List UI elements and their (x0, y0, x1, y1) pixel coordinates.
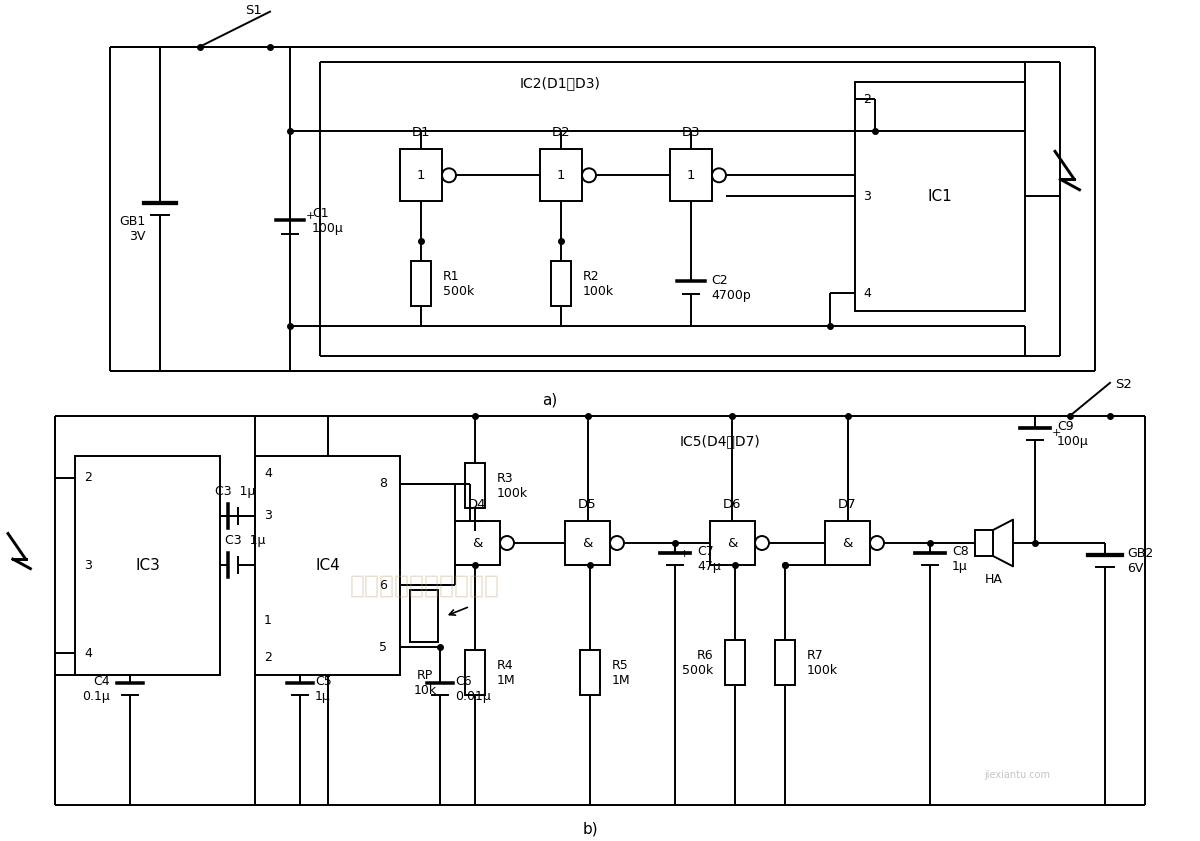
Bar (826, 521, 870, 565)
Bar (400, 150, 442, 201)
Text: R3
100k: R3 100k (497, 472, 528, 500)
Bar (254, 456, 400, 675)
Text: 2: 2 (264, 651, 272, 664)
Text: D2: D2 (552, 126, 570, 140)
Text: RP
10k: RP 10k (414, 669, 437, 697)
Bar (551, 261, 571, 306)
Text: R2
100k: R2 100k (583, 270, 614, 298)
Text: D1: D1 (412, 126, 431, 140)
Text: IC1: IC1 (928, 188, 953, 204)
Text: D3: D3 (682, 126, 701, 140)
Text: b): b) (582, 822, 598, 837)
Text: 5: 5 (379, 641, 386, 653)
Text: 1: 1 (264, 614, 272, 627)
Text: 4: 4 (863, 287, 871, 299)
Text: 2: 2 (863, 93, 871, 106)
Text: D6: D6 (724, 498, 742, 510)
Text: R7
100k: R7 100k (808, 649, 838, 677)
Text: &: & (473, 537, 482, 549)
Text: IC5(D4～D7): IC5(D4～D7) (680, 434, 761, 447)
Text: +: + (305, 211, 314, 220)
Text: 4: 4 (264, 467, 272, 480)
Bar (725, 640, 745, 685)
Text: R5
1M: R5 1M (612, 659, 631, 687)
Text: &: & (582, 537, 593, 549)
Text: 1: 1 (557, 169, 565, 182)
Text: C6
0.01μ: C6 0.01μ (455, 675, 491, 703)
Text: C8
1μ: C8 1μ (952, 545, 968, 573)
Text: IC2(D1～D3): IC2(D1～D3) (520, 77, 601, 91)
Bar (466, 463, 485, 508)
Text: C2
4700p: C2 4700p (710, 274, 751, 302)
Text: jiexiantu.com: jiexiantu.com (984, 770, 1050, 780)
Bar (410, 590, 438, 643)
Text: C1
100μ: C1 100μ (312, 207, 343, 235)
Text: C3  1μ: C3 1μ (224, 535, 265, 547)
Text: &: & (842, 537, 853, 549)
Text: S1: S1 (245, 3, 262, 17)
Text: 2: 2 (84, 471, 92, 484)
Text: R6
500k: R6 500k (682, 649, 713, 677)
Text: 8: 8 (379, 477, 386, 490)
Text: 1: 1 (416, 169, 425, 182)
Bar (412, 261, 431, 306)
Text: 4: 4 (84, 647, 92, 660)
Bar (670, 150, 712, 201)
Text: &: & (727, 537, 738, 549)
Text: D4: D4 (468, 498, 487, 510)
Bar (775, 640, 796, 685)
Text: IC3: IC3 (136, 558, 160, 573)
Text: GB1
3V: GB1 3V (119, 214, 145, 243)
Text: R1
500k: R1 500k (443, 270, 474, 298)
Text: GB2
6V: GB2 6V (1127, 547, 1153, 575)
Text: a): a) (542, 393, 558, 408)
Text: 3: 3 (264, 509, 272, 522)
Bar (565, 521, 610, 565)
Bar (466, 650, 485, 696)
Text: HA: HA (985, 573, 1003, 586)
Text: C4
0.1μ: C4 0.1μ (83, 675, 110, 703)
Text: D5: D5 (578, 498, 596, 510)
Text: +: + (680, 549, 689, 559)
Text: C7
47μ: C7 47μ (697, 545, 721, 573)
Text: C3  1μ: C3 1μ (215, 484, 256, 498)
Text: D7: D7 (838, 498, 857, 510)
Bar (974, 530, 994, 556)
Text: S2: S2 (1115, 378, 1132, 391)
Text: 6: 6 (379, 579, 386, 592)
Text: +: + (1052, 428, 1061, 438)
Text: C5
1μ: C5 1μ (314, 675, 331, 703)
Text: 1: 1 (686, 169, 695, 182)
Bar (455, 521, 500, 565)
Text: 3: 3 (863, 190, 871, 203)
Bar (856, 82, 1025, 311)
Bar (710, 521, 755, 565)
Bar (540, 150, 582, 201)
Bar (74, 456, 220, 675)
Text: C9
100μ: C9 100μ (1057, 420, 1088, 447)
Text: IC4: IC4 (316, 558, 340, 573)
Text: R4
1M: R4 1M (497, 659, 516, 687)
Bar (580, 650, 600, 696)
Text: 3: 3 (84, 559, 92, 572)
Text: 杭州将睹科技有限公司: 杭州将睹科技有限公司 (350, 574, 500, 597)
